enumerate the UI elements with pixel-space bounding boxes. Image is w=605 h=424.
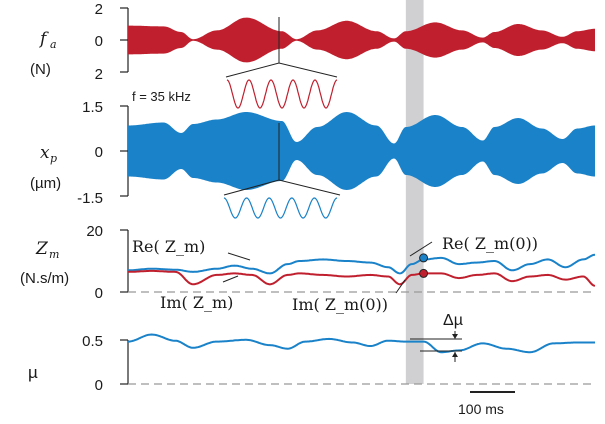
disp-tick-mid: 0 — [95, 144, 103, 161]
z-ylabel-unit: (N.s/m) — [20, 270, 69, 287]
frequency-annotation: f = 35 kHz — [132, 89, 191, 104]
force-carrier-wave — [226, 79, 338, 109]
mu-tick-top: 0.5 — [82, 333, 103, 350]
disp-zoom-lines — [223, 179, 341, 196]
im-z0-label: Im( Z_m(0)) — [292, 295, 388, 314]
panel-force: f a (N) 2 0 2 f = 35 kHz — [30, 1, 595, 109]
disp-tick-bottom: -1.5 — [77, 190, 103, 207]
z-tick-top: 20 — [86, 223, 103, 240]
scale-bar: 100 ms — [458, 391, 515, 417]
force-tick-mid: 0 — [95, 33, 103, 50]
mu-line — [128, 333, 595, 354]
highlight-band — [405, 0, 424, 384]
scale-bar-label: 100 ms — [458, 401, 504, 417]
re-z-line — [128, 253, 596, 275]
im-z-label: Im( Z_m) — [160, 293, 233, 312]
delta-mu-label: Δµ — [443, 312, 463, 329]
mu-ylabel: µ — [28, 363, 38, 382]
z-tick-bottom: 0 — [95, 285, 103, 302]
re-z-label: Re( Z_m) — [132, 237, 205, 256]
displacement-envelope-area — [128, 112, 595, 190]
displacement-carrier-wave — [223, 197, 338, 219]
disp-ylabel-symbol: x — [40, 143, 50, 163]
im-z0-marker — [419, 268, 429, 278]
disp-tick-top: 1.5 — [82, 99, 103, 116]
z-ylabel-symbol: Z — [35, 239, 49, 259]
im-z-line — [127, 269, 596, 287]
disp-ylabel-sub: p — [50, 152, 57, 165]
force-zoom-lines — [225, 62, 338, 78]
mu-tick-bottom: 0 — [95, 377, 103, 394]
panel-friction: µ 0.5 0 Δµ — [28, 312, 595, 394]
force-tick-bottom: 2 — [95, 66, 103, 83]
force-ylabel-unit: (N) — [30, 61, 51, 78]
re-z0-marker — [419, 253, 429, 263]
z-ylabel-sub: m — [49, 248, 59, 261]
re-z0-label: Re( Z_m(0)) — [442, 234, 538, 253]
disp-ylabel-unit: (µm) — [30, 175, 61, 192]
force-ylabel-sub: a — [50, 38, 57, 51]
force-envelope-area — [128, 17, 595, 63]
panel-displacement: x p (µm) 1.5 0 -1.5 — [30, 99, 595, 219]
force-ylabel-symbol: f — [38, 29, 49, 49]
panel-impedance: Z m (N.s/m) 20 0 Re( Z_m) Im( Z_m) Re( Z… — [20, 223, 596, 314]
force-tick-top: 2 — [95, 1, 103, 18]
